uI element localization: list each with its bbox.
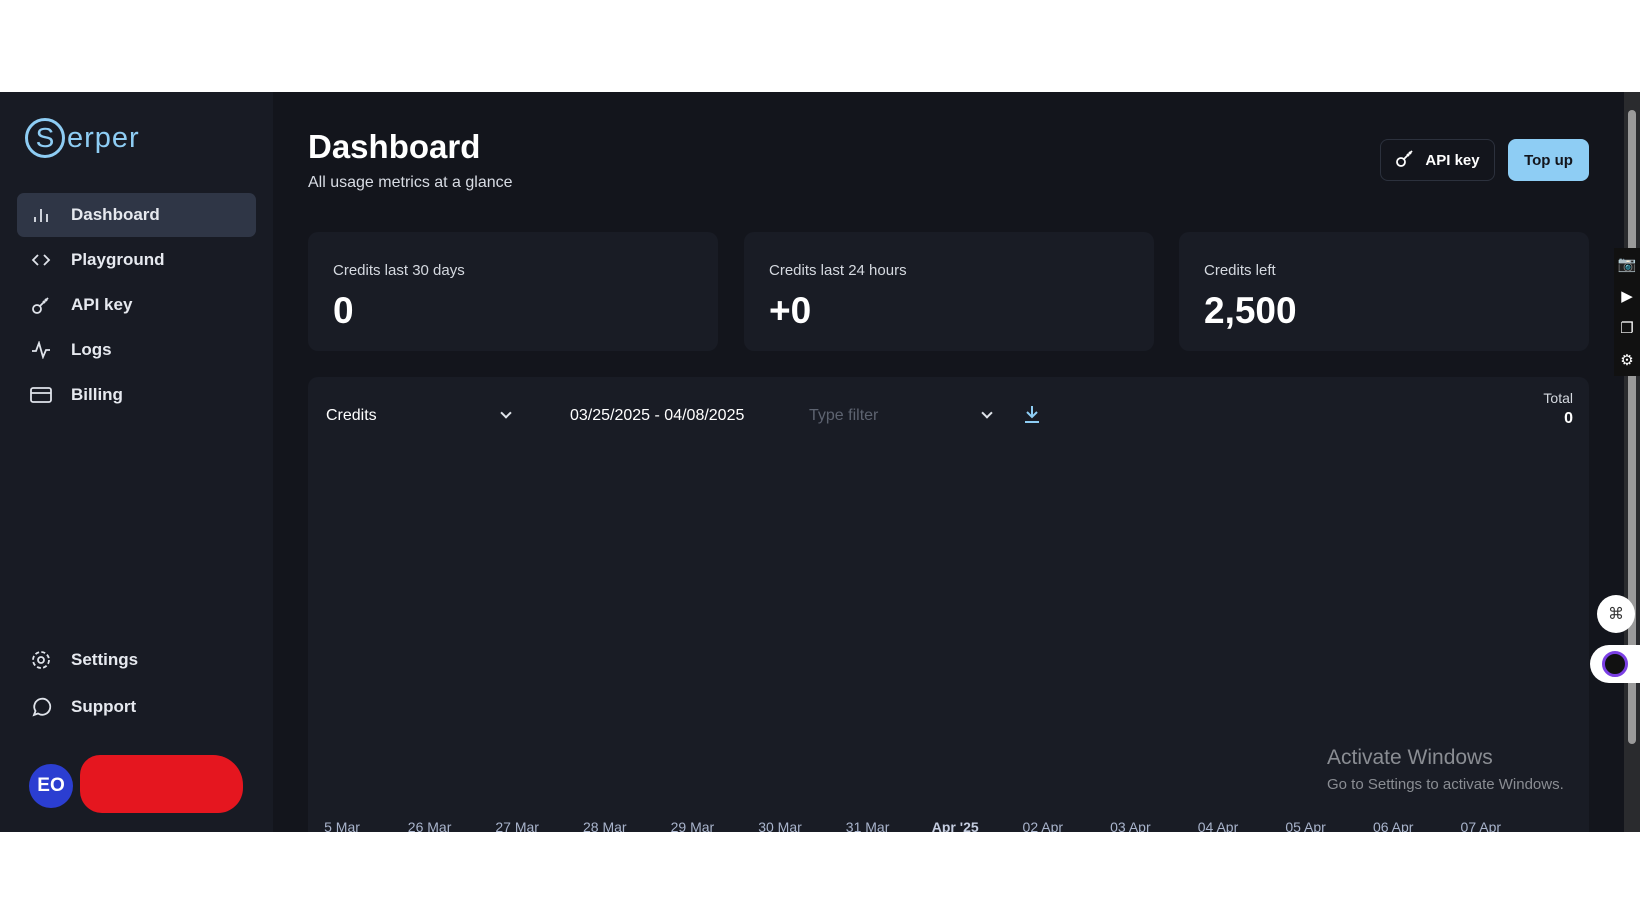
code-icon (29, 251, 53, 269)
sidebar-item-support[interactable]: Support (17, 685, 256, 729)
download-button[interactable] (1023, 397, 1041, 435)
type-filter-placeholder: Type filter (809, 407, 879, 424)
avatar[interactable]: EO (29, 764, 73, 808)
gear-icon (29, 649, 53, 671)
vertical-scrollbar[interactable] (1624, 92, 1640, 832)
card-value: +0 (769, 290, 812, 331)
sidebar-item-api-key[interactable]: API key (17, 283, 256, 327)
page-title: Dashboard (308, 128, 481, 165)
sidebar-item-settings[interactable]: Settings (17, 638, 256, 682)
bar-chart-icon (29, 206, 53, 224)
card-credits-24-hours: Credits last 24 hours +0 (744, 232, 1154, 351)
watermark-line2: Go to Settings to activate Windows. (1327, 776, 1564, 793)
card-value: 0 (333, 290, 354, 331)
total-value: 0 (1564, 410, 1573, 427)
x-tick-label: 27 Mar (495, 819, 539, 832)
card-label: Credits last 24 hours (769, 262, 907, 279)
windows-icon[interactable]: ❐ (1620, 320, 1634, 337)
card-label: Credits left (1204, 262, 1276, 279)
sidebar-item-label: Billing (71, 385, 123, 404)
credit-card-icon (29, 386, 53, 404)
metric-select[interactable]: Credits (326, 397, 516, 435)
sidebar-item-label: API key (71, 295, 133, 314)
sidebar: S erper Dashboard Playground API key Log… (0, 92, 273, 832)
sidebar-item-label: Support (71, 697, 137, 716)
x-tick-label: 07 Apr (1460, 819, 1502, 832)
sidebar-item-label: Playground (71, 250, 165, 269)
chevron-down-icon (500, 407, 512, 419)
x-tick-label: 31 Mar (845, 819, 890, 832)
download-icon (1023, 404, 1041, 429)
total-label: Total (1543, 390, 1573, 406)
x-tick-label: 05 Apr (1285, 819, 1326, 832)
x-tick-label: 06 Apr (1372, 819, 1414, 832)
sidebar-item-billing[interactable]: Billing (17, 373, 256, 417)
x-tick-label: 03 Apr (1110, 819, 1151, 832)
x-tick-label: 30 Mar (758, 819, 802, 832)
api-key-button[interactable]: API key (1380, 139, 1495, 181)
sidebar-item-playground[interactable]: Playground (17, 238, 256, 282)
windows-activation-watermark: Activate Windows Go to Settings to activ… (1327, 746, 1564, 793)
app-window: S erper Dashboard Playground API key Log… (0, 92, 1640, 832)
card-label: Credits last 30 days (333, 262, 465, 279)
metric-select-value: Credits (326, 407, 377, 424)
chat-bubble-icon (29, 696, 53, 718)
usage-chart-panel: Credits 03/25/2025 - 04/08/2025 Type fil… (308, 377, 1589, 832)
card-credits-30-days: Credits last 30 days 0 (308, 232, 718, 351)
card-credits-left: Credits left 2,500 (1179, 232, 1589, 351)
camera-icon[interactable]: 📷 (1617, 256, 1637, 273)
x-tick-label: 29 Mar (670, 819, 715, 832)
top-up-button[interactable]: Top up (1508, 139, 1589, 181)
page-subtitle: All usage metrics at a glance (308, 174, 513, 191)
scrollbar-thumb[interactable] (1628, 110, 1636, 744)
extension-apps-icon[interactable]: ⌘ (1597, 595, 1635, 633)
sidebar-item-label: Settings (71, 650, 139, 669)
sidebar-item-dashboard[interactable]: Dashboard (17, 193, 256, 237)
x-tick-label: 04 Apr (1197, 819, 1239, 832)
x-tick-label: 02 Apr (1022, 819, 1064, 832)
card-value: 2,500 (1204, 290, 1297, 331)
capture-toolbar: 📷 ▶ ❐ ⚙ (1614, 248, 1640, 376)
logo-text: erper (67, 121, 140, 154)
video-camera-icon[interactable]: ▶ (1621, 288, 1633, 305)
type-filter-select[interactable]: Type filter (809, 397, 999, 435)
api-key-button-label: API key (1425, 151, 1480, 169)
x-tick-label: 28 Mar (583, 819, 627, 832)
x-tick-label: 26 Mar (407, 819, 452, 832)
sidebar-item-logs[interactable]: Logs (17, 328, 256, 372)
sidebar-item-label: Dashboard (71, 205, 160, 224)
key-icon (29, 295, 53, 315)
x-tick-label: Apr '25 (931, 819, 979, 832)
key-icon (1395, 148, 1415, 172)
redacted-username (80, 755, 243, 813)
date-range-value: 03/25/2025 - 04/08/2025 (570, 407, 745, 424)
total-summary: Total 0 (1543, 390, 1573, 428)
gear-icon[interactable]: ⚙ (1620, 352, 1634, 369)
sidebar-item-label: Logs (71, 340, 112, 359)
assistant-bot-icon[interactable] (1590, 645, 1640, 683)
activity-icon (29, 341, 53, 359)
x-tick-label: 5 Mar (324, 819, 360, 832)
logo-mark: S (25, 118, 65, 158)
date-range-picker[interactable]: 03/25/2025 - 04/08/2025 (570, 397, 744, 435)
watermark-line1: Activate Windows (1327, 746, 1493, 769)
serper-logo[interactable]: S erper (25, 118, 140, 158)
chevron-down-icon (981, 407, 993, 419)
